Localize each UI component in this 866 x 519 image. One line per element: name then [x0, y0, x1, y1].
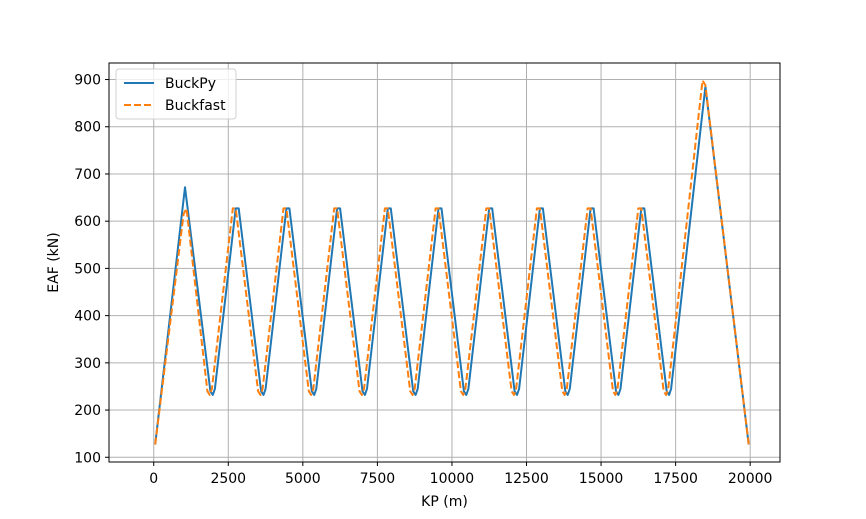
y-tick-label: 500 — [74, 261, 101, 277]
legend: BuckPy Buckfast — [115, 68, 237, 120]
x-tick-label: 10000 — [430, 471, 475, 487]
x-tick-label: 7500 — [360, 471, 396, 487]
x-tick-label: 5000 — [285, 471, 321, 487]
series-buckfast — [154, 79, 750, 445]
x-tick-label: 20000 — [728, 471, 773, 487]
x-tick-label: 17500 — [653, 471, 698, 487]
y-tick-label: 700 — [74, 167, 101, 183]
legend-label: Buckfast — [165, 98, 226, 114]
x-tick-label: 2500 — [210, 471, 246, 487]
y-tick-label: 400 — [74, 309, 101, 325]
y-tick-label: 300 — [74, 356, 101, 372]
grid-lines — [109, 63, 780, 462]
legend-label: BuckPy — [165, 76, 216, 92]
x-tick-label: 15000 — [579, 471, 624, 487]
y-tick-label: 900 — [74, 73, 101, 89]
y-tick-label: 600 — [74, 214, 101, 230]
x-axis-label: KP (m) — [421, 494, 468, 510]
y-axis-ticks: 100 200 300 400 500 600 700 800 900 — [74, 73, 109, 466]
legend-box — [115, 68, 237, 120]
x-tick-label: 0 — [149, 471, 158, 487]
series-buckpy — [154, 85, 750, 445]
y-tick-label: 800 — [74, 120, 101, 136]
x-axis-ticks: 0 2500 5000 7500 10000 12500 15000 17500 20000 — [149, 462, 772, 487]
y-tick-label: 200 — [74, 403, 101, 419]
series-lines — [154, 79, 750, 445]
y-tick-label: 100 — [74, 450, 101, 466]
plot-frame — [108, 62, 781, 463]
y-axis-label: EAF (kN) — [46, 232, 62, 292]
x-tick-label: 12500 — [504, 471, 549, 487]
